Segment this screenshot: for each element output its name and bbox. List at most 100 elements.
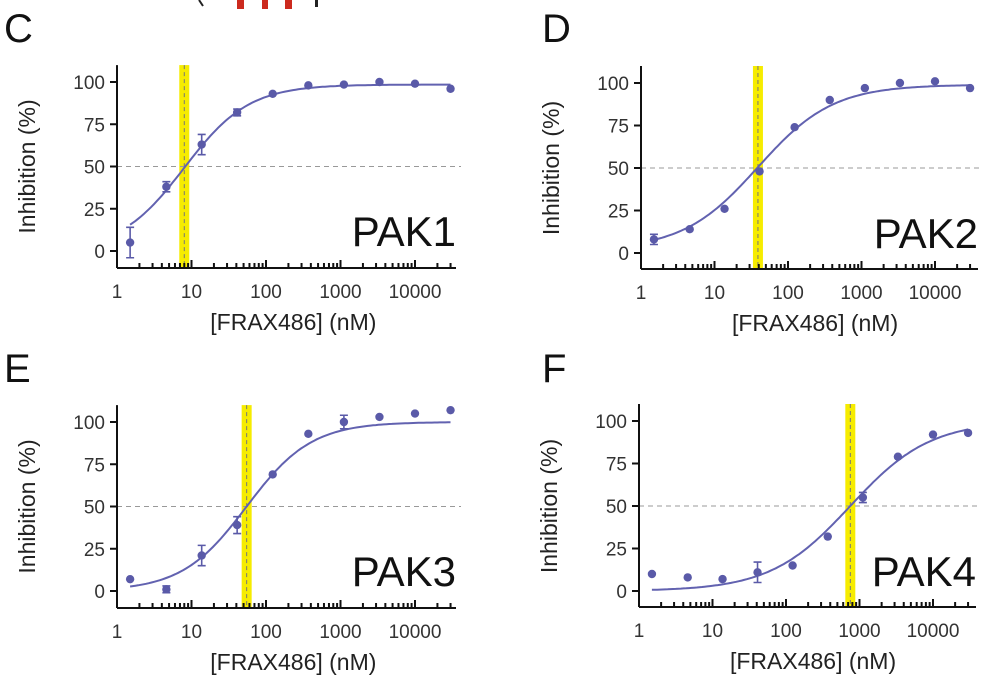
data-point <box>895 78 905 88</box>
data-point <box>825 95 834 105</box>
x-tick-label: 100 <box>770 621 802 642</box>
x-tick-label: 1000 <box>319 282 361 303</box>
fit-curve <box>129 83 451 226</box>
data-point <box>720 204 729 213</box>
data-point <box>685 225 694 234</box>
panel-letter: E <box>4 347 31 391</box>
data-point <box>860 83 870 93</box>
top-figure-fragment <box>198 0 318 9</box>
fragment-mark <box>198 0 204 7</box>
y-tick-label: 25 <box>606 540 627 561</box>
x-tick-label: 1000 <box>840 283 882 304</box>
data-point <box>375 77 384 87</box>
panel-letter: D <box>542 7 571 51</box>
y-tick-label: 50 <box>84 498 105 519</box>
x-axis-label: [FRAX486] (nM) <box>730 648 896 674</box>
data-point <box>930 77 940 86</box>
data-point <box>232 520 242 530</box>
fragment-bar <box>262 0 268 9</box>
data-point <box>823 532 832 541</box>
data-point <box>963 428 973 438</box>
x-tick-label: 10000 <box>389 282 442 303</box>
y-tick-label: 50 <box>608 159 629 180</box>
kinase-label: PAK3 <box>352 548 456 595</box>
y-tick-label: 100 <box>73 73 105 94</box>
x-tick-label: 1 <box>636 283 647 304</box>
x-tick-label: 1 <box>112 622 123 643</box>
y-axis-label: Inhibition (%) <box>14 439 40 573</box>
panel-f: F 0 25 50 75 100 1 10 100 1000 10000 [FRAX486] (nM)… <box>536 347 981 674</box>
y-tick-label: 100 <box>73 413 105 434</box>
data-point <box>790 123 799 132</box>
x-tick-label: 100 <box>772 283 804 304</box>
y-tick-label: 0 <box>94 582 105 603</box>
fit-curve <box>651 428 969 591</box>
data-point <box>410 409 420 418</box>
y-tick-label: 0 <box>618 244 629 265</box>
data-point <box>446 84 455 93</box>
x-axis-label: [FRAX486] (nM) <box>210 649 376 675</box>
data-point <box>647 569 657 579</box>
fragment-mark <box>315 0 318 7</box>
fragment-bar <box>237 0 244 9</box>
data-point <box>965 83 975 93</box>
data-point <box>268 89 277 99</box>
y-tick-label: 100 <box>595 412 627 433</box>
data-point <box>410 79 420 88</box>
data-point <box>683 573 692 582</box>
panel-e: E 0 25 50 75 100 1 10 100 1000 10000 [FRAX486] (nM)… <box>4 347 461 675</box>
data-point <box>928 430 938 439</box>
x-tick-label: 1 <box>634 621 645 642</box>
y-tick-label: 75 <box>84 115 105 136</box>
data-point <box>125 238 135 247</box>
data-point <box>753 568 762 577</box>
data-point <box>446 405 455 415</box>
data-point <box>718 574 727 584</box>
kinase-label: PAK4 <box>872 548 976 595</box>
y-tick-label: 25 <box>84 540 105 561</box>
data-point <box>197 551 206 560</box>
data-point <box>858 493 868 502</box>
x-tick-label: 10 <box>181 622 202 643</box>
y-axis-label: Inhibition (%) <box>538 101 564 235</box>
data-point <box>268 470 277 479</box>
data-point <box>162 585 171 594</box>
fit-curve <box>129 421 451 588</box>
data-point <box>339 417 349 427</box>
x-tick-label: 10 <box>704 283 725 304</box>
data-point <box>788 561 797 570</box>
x-tick-label: 1000 <box>319 622 361 643</box>
x-tick-label: 10000 <box>389 622 442 643</box>
y-tick-label: 25 <box>84 200 105 221</box>
x-tick-label: 1 <box>112 282 123 303</box>
kinase-label: PAK1 <box>352 208 456 255</box>
data-point <box>304 429 313 439</box>
panel-c: C 0 25 50 75 100 1 10 100 1000 10000 [FRAX486] (nM)… <box>4 7 461 335</box>
x-tick-label: 100 <box>250 282 282 303</box>
y-tick-label: 50 <box>84 158 105 179</box>
y-tick-label: 0 <box>616 582 627 603</box>
data-point <box>375 412 384 422</box>
data-point <box>162 182 171 191</box>
data-point <box>339 80 349 89</box>
fit-curve <box>653 84 971 241</box>
y-tick-label: 75 <box>84 455 105 476</box>
y-tick-label: 50 <box>606 497 627 518</box>
y-tick-label: 0 <box>94 242 105 263</box>
data-point <box>649 235 659 244</box>
x-axis-label: [FRAX486] (nM) <box>210 309 376 335</box>
panel-d: D 0 25 50 75 100 1 10 100 1000 10000 [FRAX486] (nM)… <box>538 7 983 336</box>
data-point <box>232 108 242 117</box>
panel-letter: C <box>4 7 33 51</box>
fragment-bar <box>285 0 292 9</box>
data-point <box>755 167 764 176</box>
x-tick-label: 10000 <box>907 621 960 642</box>
x-tick-label: 10000 <box>909 283 962 304</box>
y-tick-label: 100 <box>597 74 629 95</box>
y-tick-label: 75 <box>606 455 627 476</box>
data-point <box>893 452 903 461</box>
x-tick-label: 1000 <box>838 621 880 642</box>
data-point <box>125 574 135 584</box>
